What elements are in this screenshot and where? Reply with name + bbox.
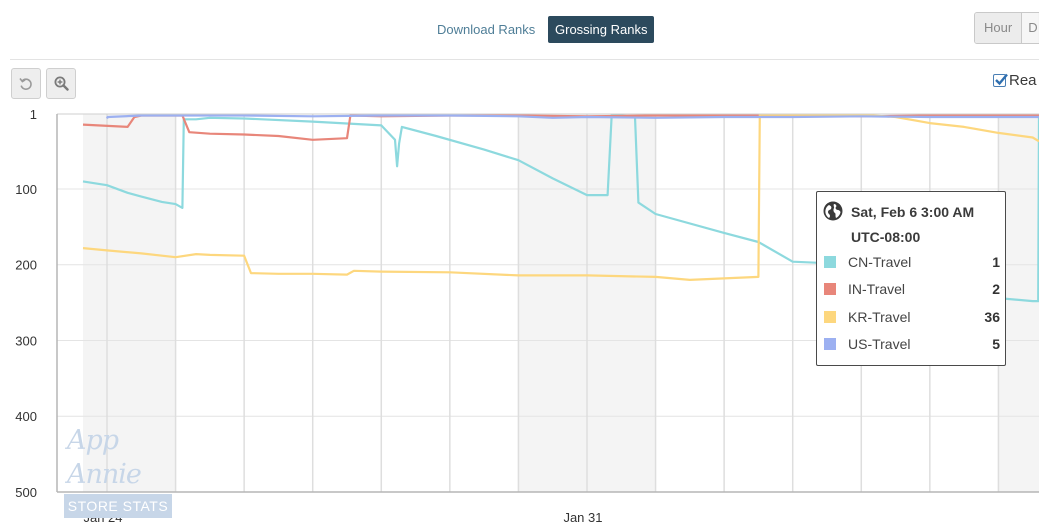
- tooltip-series-value: 36: [984, 309, 1000, 325]
- app-annie-watermark: App Annie STORE STATS: [64, 424, 174, 518]
- tooltip-series-value: 5: [992, 336, 1000, 352]
- reset-zoom-button[interactable]: [11, 68, 41, 99]
- series-us-travel: [106, 114, 1039, 119]
- tooltip-row-kr: KR-Travel 36: [824, 307, 1000, 327]
- y-tick-label: 300: [15, 333, 37, 348]
- series-kr-travel: [82, 113, 1039, 281]
- weekend-band: [83, 114, 176, 492]
- period-hour-button[interactable]: Hour: [975, 13, 1023, 43]
- y-tick-label: 1: [30, 107, 37, 122]
- tooltip-row-in: IN-Travel 2: [824, 279, 1000, 299]
- chart-tooltip: Sat, Feb 6 3:00 AM UTC-08:00 CN-Travel 1…: [816, 191, 1006, 366]
- period-selector: Hour D: [974, 12, 1039, 44]
- tooltip-row-us: US-Travel 5: [824, 334, 1000, 354]
- period-day-button[interactable]: D: [1022, 13, 1038, 43]
- kr-swatch: [824, 311, 836, 323]
- y-tick-label: 400: [15, 409, 37, 424]
- tooltip-series-value: 1: [992, 254, 1000, 270]
- realtime-label: Rea: [1009, 72, 1037, 89]
- y-tick-label: 100: [15, 182, 37, 197]
- watermark-store-stats: STORE STATS: [64, 494, 172, 518]
- tooltip-series-name: US-Travel: [848, 336, 911, 352]
- tooltip-row-cn: CN-Travel 1: [824, 252, 1000, 272]
- y-tick-label: 500: [15, 485, 37, 500]
- watermark-logo-text: App Annie: [67, 425, 142, 490]
- tab-grossing-ranks[interactable]: Grossing Ranks: [548, 16, 655, 43]
- tooltip-series-name: CN-Travel: [848, 254, 912, 270]
- tooltip-date: Sat, Feb 6 3:00 AM: [851, 204, 975, 220]
- reset-icon: [19, 77, 32, 90]
- toolbar-divider: [10, 59, 1039, 60]
- realtime-checkbox[interactable]: [993, 73, 1008, 87]
- tab-download-ranks[interactable]: Download Ranks: [437, 22, 536, 37]
- axis: [56, 113, 1039, 493]
- realtime-toggle[interactable]: Rea: [993, 72, 1037, 89]
- tooltip-header: Sat, Feb 6 3:00 AM UTC-08:00: [823, 200, 974, 250]
- y-tick-labels: 1 100 200 300 400 500: [15, 107, 37, 500]
- x-tick-label: Jan 31: [563, 510, 602, 525]
- tooltip-series-name: IN-Travel: [848, 281, 906, 297]
- globe-icon: [823, 201, 843, 221]
- zoom-in-icon: [54, 76, 69, 91]
- in-swatch: [824, 283, 836, 295]
- zoom-button[interactable]: [46, 68, 76, 99]
- tooltip-series-name: KR-Travel: [848, 309, 911, 325]
- y-tick-label: 200: [15, 258, 37, 273]
- us-swatch: [824, 338, 836, 350]
- tooltip-timezone: UTC-08:00: [851, 229, 921, 245]
- tooltip-series-value: 2: [992, 281, 1000, 297]
- cn-swatch: [824, 256, 836, 268]
- checkmark-icon: [995, 73, 1008, 86]
